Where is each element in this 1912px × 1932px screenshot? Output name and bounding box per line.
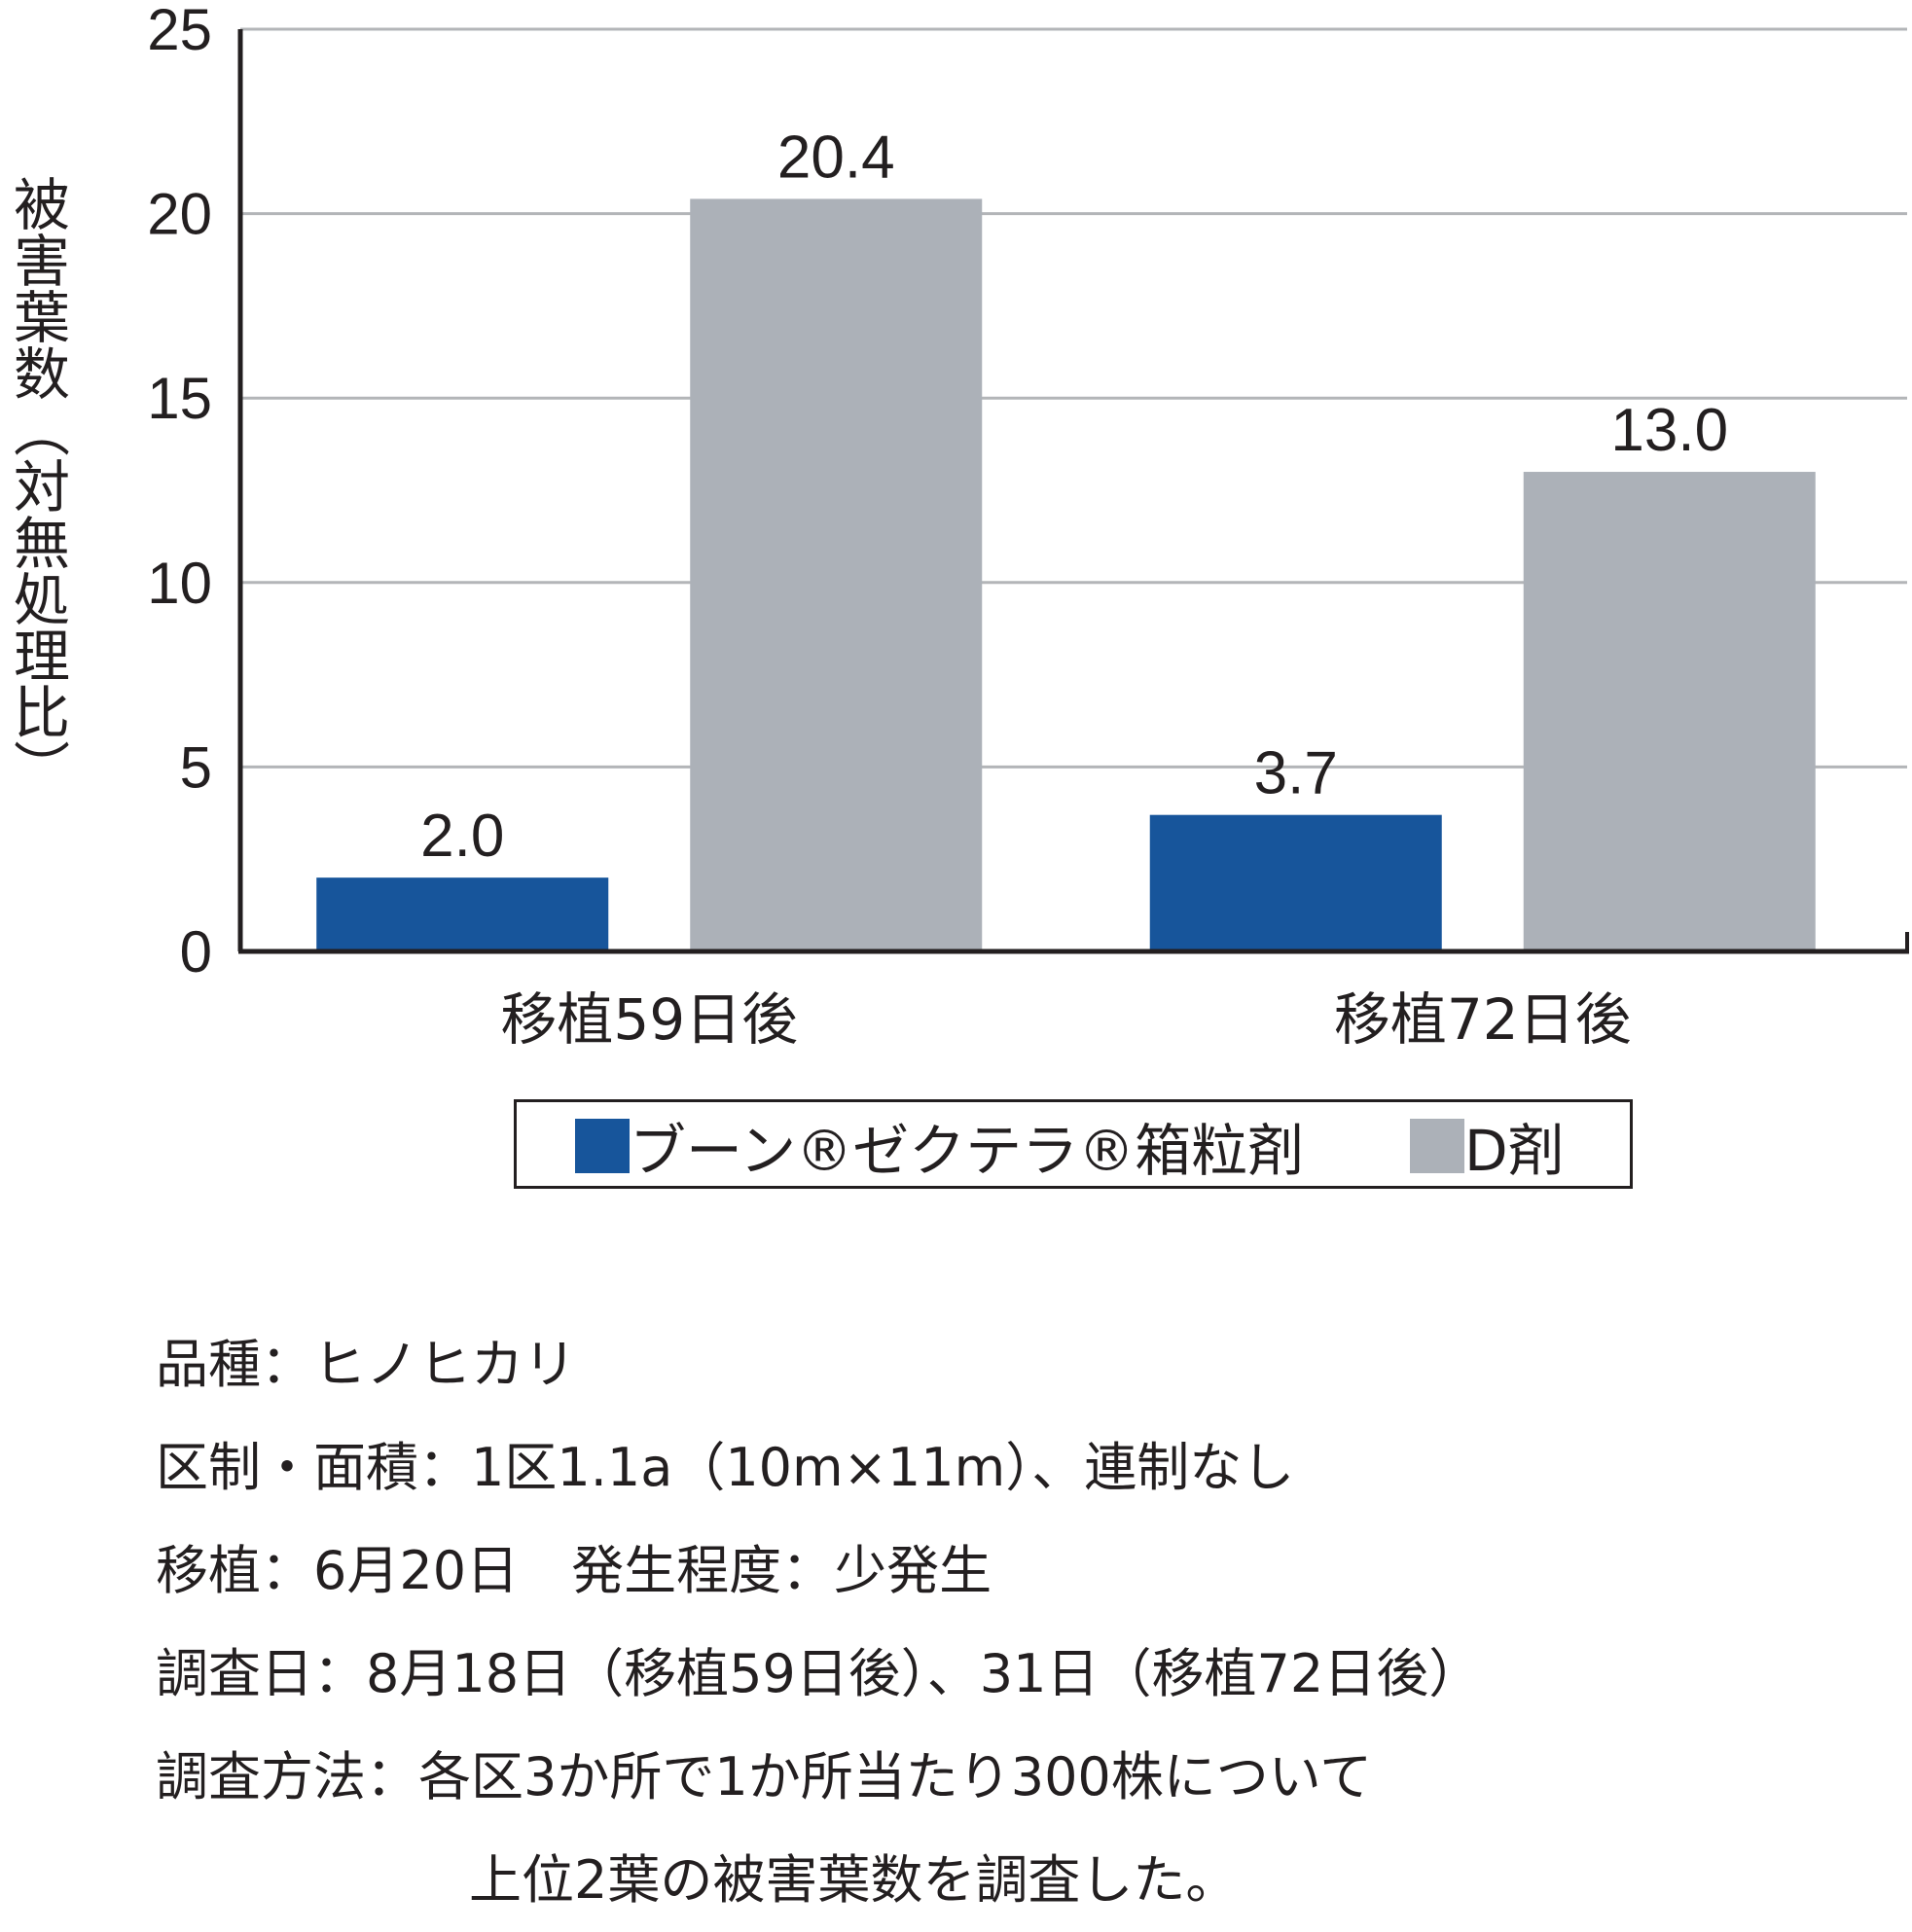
data-label-1-2: 3.7 xyxy=(1254,740,1338,807)
legend: ブーン®ゼクテラ®箱粒剤 D剤 xyxy=(514,1099,1633,1189)
y-tick-label-15: 15 xyxy=(147,366,212,431)
data-label-1-1: 2.0 xyxy=(420,803,504,870)
note-survey-date: 調査日：8月18日（移植59日後）、31日（移植72日後） xyxy=(156,1643,1482,1704)
bar-2-1 xyxy=(690,198,983,951)
legend-label-series-1: ブーン®ゼクテラ®箱粒剤 xyxy=(630,1118,1305,1184)
note-survey-method: 調査方法：各区3か所で1か所当たり300株について xyxy=(156,1746,1373,1807)
note-plot-area: 区制・面積：1区1.1a（10m×11m）、連制なし xyxy=(156,1437,1295,1498)
experiment-notes: 品種：ヒノヒカリ 区制・面積：1区1.1a（10m×11m）、連制なし 移植：6… xyxy=(156,1313,1888,1932)
y-axis-label: 被害葉数（対無処理比） xyxy=(4,175,70,796)
legend-swatch-series-1 xyxy=(575,1119,630,1173)
legend-item-series-2: D剤 xyxy=(1410,1110,1565,1184)
bar-2-2 xyxy=(1523,472,1816,951)
axes xyxy=(237,29,1909,954)
legend-label-series-2: D剤 xyxy=(1464,1118,1565,1184)
legend-swatch-series-2 xyxy=(1410,1119,1464,1173)
bar-chart: 0 5 10 15 20 25 2.0 20.4 移植59日後 3.7 13.0 移植72日後 xyxy=(147,0,1909,1053)
y-tick-label-10: 10 xyxy=(147,551,212,616)
legend-item-series-1: ブーン®ゼクテラ®箱粒剤 xyxy=(575,1110,1304,1184)
note-transplant: 移植：6月20日 発生程度：少発生 xyxy=(156,1540,992,1601)
y-tick-label-5: 5 xyxy=(180,734,212,800)
data-label-2-2: 13.0 xyxy=(1610,397,1728,464)
note-survey-method-cont: 上位2葉の被害葉数を調査した。 xyxy=(469,1849,1239,1911)
bars xyxy=(316,198,1816,951)
bar-1-1 xyxy=(316,877,609,951)
labels: 0 5 10 15 20 25 2.0 20.4 移植59日後 3.7 13.0 移植72日後 xyxy=(147,0,1728,1053)
y-tick-label-25: 25 xyxy=(147,0,212,62)
y-tick-label-0: 0 xyxy=(180,919,212,984)
bar-1-2 xyxy=(1149,814,1442,951)
note-variety: 品種：ヒノヒカリ xyxy=(156,1334,576,1395)
y-tick-label-20: 20 xyxy=(147,182,212,247)
data-label-2-1: 20.4 xyxy=(777,124,895,191)
x-category-label-2: 移植72日後 xyxy=(1334,986,1632,1053)
x-category-label-1: 移植59日後 xyxy=(500,986,798,1053)
